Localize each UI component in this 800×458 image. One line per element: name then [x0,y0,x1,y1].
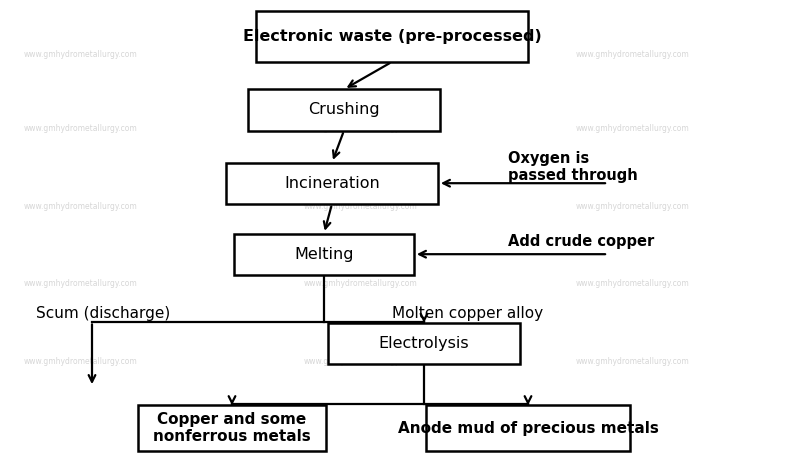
Text: www.gmhydrometallurgy.com: www.gmhydrometallurgy.com [576,202,690,211]
Text: www.gmhydrometallurgy.com: www.gmhydrometallurgy.com [304,357,418,366]
Text: Copper and some
nonferrous metals: Copper and some nonferrous metals [153,412,311,444]
Text: www.gmhydrometallurgy.com: www.gmhydrometallurgy.com [304,202,418,211]
Text: Oxygen is
passed through: Oxygen is passed through [508,151,638,183]
FancyBboxPatch shape [226,163,438,204]
Text: www.gmhydrometallurgy.com: www.gmhydrometallurgy.com [304,279,418,289]
FancyBboxPatch shape [248,89,440,131]
Text: Anode mud of precious metals: Anode mud of precious metals [398,421,658,436]
FancyBboxPatch shape [426,405,630,451]
Text: www.gmhydrometallurgy.com: www.gmhydrometallurgy.com [24,357,138,366]
Text: www.gmhydrometallurgy.com: www.gmhydrometallurgy.com [576,357,690,366]
Text: Melting: Melting [294,247,354,262]
Text: Incineration: Incineration [284,176,380,191]
Text: www.gmhydrometallurgy.com: www.gmhydrometallurgy.com [576,50,690,60]
Text: Molten copper alloy: Molten copper alloy [392,306,543,321]
FancyBboxPatch shape [234,234,414,275]
Text: www.gmhydrometallurgy.com: www.gmhydrometallurgy.com [24,50,138,60]
Text: www.gmhydrometallurgy.com: www.gmhydrometallurgy.com [304,124,418,133]
Text: www.gmhydrometallurgy.com: www.gmhydrometallurgy.com [304,50,418,60]
Text: Electronic waste (pre-processed): Electronic waste (pre-processed) [242,29,542,44]
Text: www.gmhydrometallurgy.com: www.gmhydrometallurgy.com [24,124,138,133]
Text: Scum (discharge): Scum (discharge) [36,306,170,321]
Text: Crushing: Crushing [308,103,380,117]
Text: Add crude copper: Add crude copper [508,234,654,249]
Text: www.gmhydrometallurgy.com: www.gmhydrometallurgy.com [24,279,138,289]
Text: www.gmhydrometallurgy.com: www.gmhydrometallurgy.com [576,279,690,289]
Text: www.gmhydrometallurgy.com: www.gmhydrometallurgy.com [576,124,690,133]
FancyBboxPatch shape [328,323,520,364]
FancyBboxPatch shape [256,11,528,62]
Text: Electrolysis: Electrolysis [378,336,470,351]
Text: www.gmhydrometallurgy.com: www.gmhydrometallurgy.com [24,202,138,211]
FancyBboxPatch shape [138,405,326,451]
